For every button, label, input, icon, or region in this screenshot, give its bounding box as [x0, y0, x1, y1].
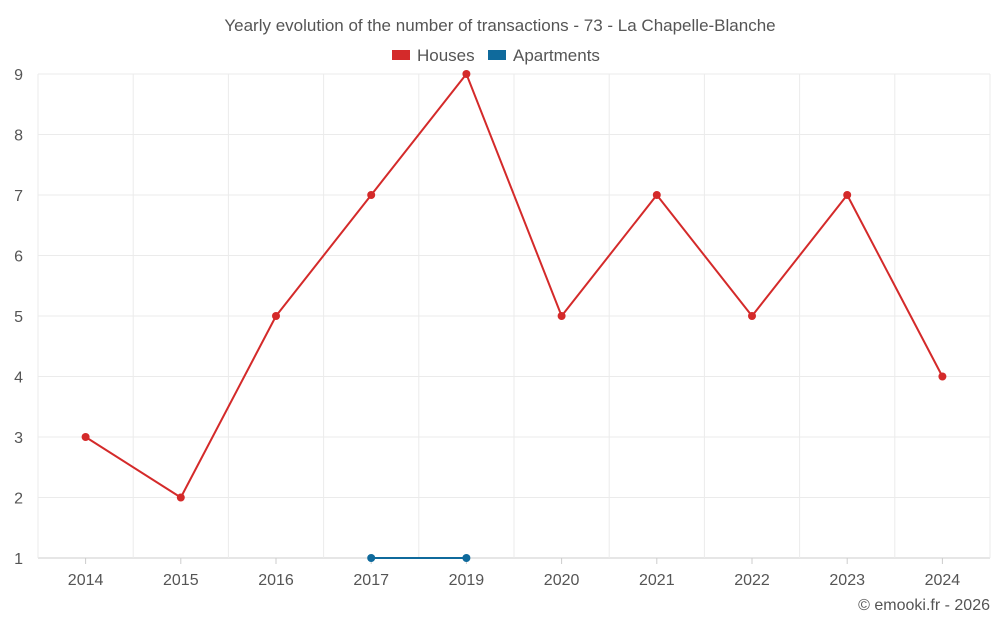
x-tick-label: 2020	[544, 572, 580, 589]
x-tick-label: 2021	[639, 572, 675, 589]
x-axis: 2014 2015 2016 2017 2019 2020 2021 2022 2023 2024	[68, 558, 960, 589]
x-tick-label: 2023	[829, 572, 865, 589]
data-point-houses	[176, 493, 185, 502]
legend-label: Houses	[417, 46, 475, 65]
series-line-houses	[85, 73, 944, 499]
x-tick-label: 2019	[449, 572, 485, 589]
y-tick-label: 6	[14, 249, 23, 266]
data-point-apartments	[367, 554, 376, 562]
x-tick-label: 2016	[258, 572, 294, 589]
series-layer	[81, 70, 947, 562]
data-point-houses	[367, 191, 376, 199]
y-tick-label: 5	[14, 309, 23, 326]
y-tick-label: 2	[14, 491, 23, 508]
y-tick-label: 3	[14, 430, 23, 447]
data-point-houses	[652, 191, 661, 199]
legend-item-apartments[interactable]: Apartments	[488, 46, 600, 65]
data-point-houses	[557, 312, 566, 320]
legend-swatch	[392, 50, 410, 60]
y-tick-label: 7	[14, 188, 23, 205]
y-tick-label: 8	[14, 128, 23, 145]
y-tick-label: 4	[14, 370, 23, 387]
credit-text: © emooki.fr - 2026	[858, 597, 990, 614]
chart-title: Yearly evolution of the number of transa…	[224, 16, 775, 35]
y-tick-label: 1	[14, 551, 23, 568]
data-point-houses	[462, 70, 471, 78]
data-point-houses	[938, 372, 947, 381]
legend-swatch	[488, 50, 506, 60]
x-tick-label: 2017	[353, 572, 389, 589]
legend-label: Apartments	[513, 46, 600, 65]
data-point-houses	[843, 191, 852, 199]
data-point-houses	[748, 312, 756, 320]
y-tick-label: 9	[14, 67, 23, 84]
x-tick-label: 2015	[163, 572, 199, 589]
x-tick-label: 2024	[925, 572, 961, 589]
x-tick-label: 2022	[734, 572, 770, 589]
data-point-houses	[81, 433, 90, 441]
data-point-houses	[272, 312, 280, 320]
y-axis: 1 2 3 4 5 6 7 8 9	[14, 67, 23, 568]
legend-item-houses[interactable]: Houses	[392, 46, 475, 65]
grid	[37, 73, 991, 559]
legend: Houses Apartments	[392, 46, 600, 65]
x-tick-label: 2014	[68, 572, 104, 589]
data-point-apartments	[462, 554, 471, 562]
